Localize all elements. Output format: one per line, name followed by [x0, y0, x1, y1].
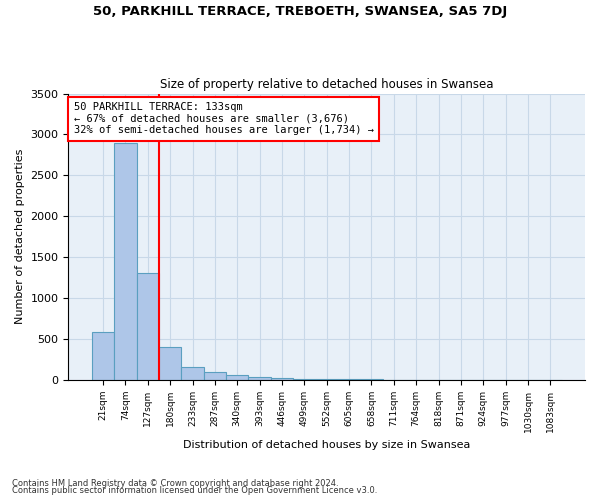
- Text: 50, PARKHILL TERRACE, TREBOETH, SWANSEA, SA5 7DJ: 50, PARKHILL TERRACE, TREBOETH, SWANSEA,…: [93, 5, 507, 18]
- Bar: [204, 372, 226, 380]
- X-axis label: Distribution of detached houses by size in Swansea: Distribution of detached houses by size …: [183, 440, 470, 450]
- Bar: [271, 378, 293, 380]
- Bar: [92, 332, 114, 380]
- Y-axis label: Number of detached properties: Number of detached properties: [15, 149, 25, 324]
- Bar: [316, 379, 338, 380]
- Bar: [226, 375, 248, 380]
- Text: Contains HM Land Registry data © Crown copyright and database right 2024.: Contains HM Land Registry data © Crown c…: [12, 478, 338, 488]
- Bar: [248, 376, 271, 380]
- Bar: [137, 274, 159, 380]
- Bar: [159, 347, 181, 380]
- Bar: [293, 379, 316, 380]
- Text: 50 PARKHILL TERRACE: 133sqm
← 67% of detached houses are smaller (3,676)
32% of : 50 PARKHILL TERRACE: 133sqm ← 67% of det…: [74, 102, 374, 136]
- Text: Contains public sector information licensed under the Open Government Licence v3: Contains public sector information licen…: [12, 486, 377, 495]
- Bar: [114, 142, 137, 380]
- Bar: [181, 367, 204, 380]
- Title: Size of property relative to detached houses in Swansea: Size of property relative to detached ho…: [160, 78, 493, 91]
